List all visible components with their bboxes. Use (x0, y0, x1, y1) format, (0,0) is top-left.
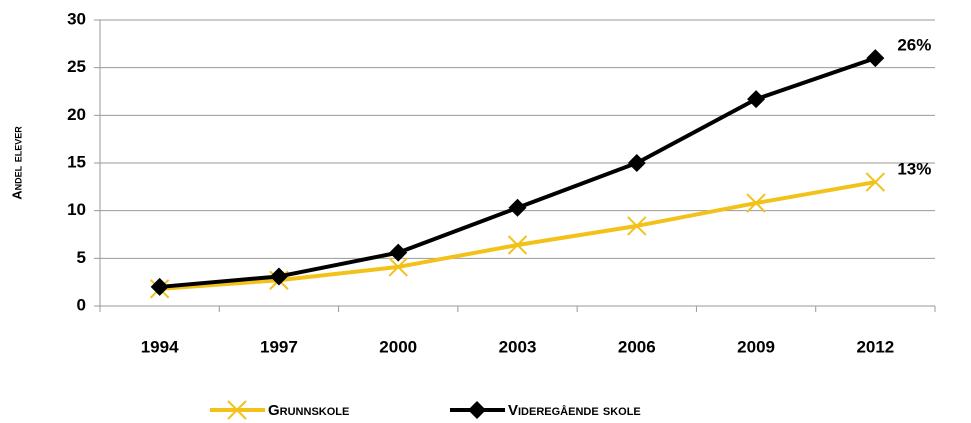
x-tick-label: 2006 (618, 337, 656, 356)
y-tick-label: 25 (67, 57, 86, 76)
marker (866, 49, 885, 68)
x-tick-label: 2009 (737, 337, 775, 356)
y-tick-label: 30 (67, 9, 86, 28)
series-line (159, 180, 876, 291)
data-label: 26% (897, 36, 931, 55)
marker (388, 257, 408, 277)
marker (269, 267, 288, 286)
marker (150, 277, 169, 296)
x-tick-label: 2003 (499, 337, 537, 356)
marker (746, 193, 766, 213)
marker (227, 400, 247, 420)
legend-label: Grunnskole (268, 402, 349, 419)
y-tick-label: 20 (67, 105, 86, 124)
y-axis-label: Andel elever (9, 126, 24, 200)
marker (468, 401, 486, 419)
y-tick-label: 5 (77, 248, 86, 267)
marker (747, 90, 766, 109)
marker (389, 243, 408, 262)
marker (507, 235, 528, 255)
y-tick-label: 0 (77, 295, 86, 314)
x-tick-label: 1994 (141, 337, 179, 356)
series-line (159, 56, 877, 289)
x-tick-label: 2012 (856, 337, 894, 356)
x-tick-label: 2000 (379, 337, 417, 356)
marker (627, 154, 646, 172)
legend-label: Videregående skole (508, 402, 641, 419)
y-tick-label: 15 (67, 152, 86, 171)
marker (865, 172, 886, 192)
marker (627, 216, 647, 236)
data-label: 13% (897, 160, 931, 179)
x-tick-label: 1997 (260, 337, 298, 356)
marker (508, 198, 527, 217)
y-tick-label: 10 (67, 200, 86, 219)
